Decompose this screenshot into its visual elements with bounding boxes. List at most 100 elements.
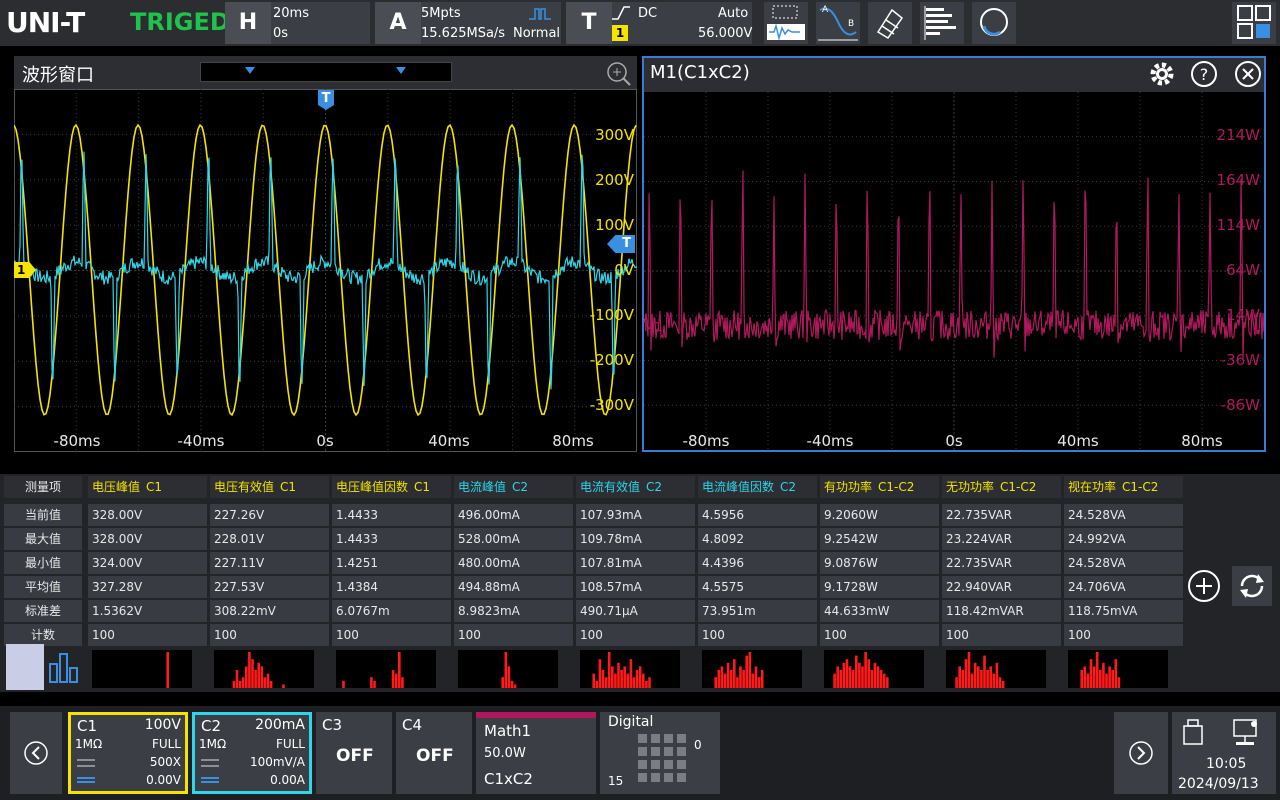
measure-column-header[interactable]: 电压峰值 C1: [88, 476, 207, 498]
waveform-display[interactable]: 300V 200V 100V 0V -100V -200V -300V -80ms -40ms…: [14, 89, 637, 452]
reset-statistics-button[interactable]: [1232, 566, 1272, 606]
measure-column-header[interactable]: 无功功率 C1-C2: [942, 476, 1061, 498]
histogram-bar: [882, 673, 886, 688]
measure-histogram: [458, 650, 558, 688]
measure-column-header[interactable]: 电流有效值 C2: [576, 476, 695, 498]
histogram-bar: [501, 677, 504, 688]
math-window-title: M1(C1xC2): [650, 62, 750, 83]
histogram-bar: [1086, 673, 1090, 688]
histogram-bar: [864, 652, 867, 688]
ch1-voltage-trace: [14, 123, 637, 417]
math-waveform-display[interactable]: 214W 164W 114W 64W 14W -36W -86W -80ms -40ms 0s 4…: [644, 92, 1264, 450]
measure-column[interactable]: 电流有效值 C2 107.93mA 109.78mA 107.81mA 108.57mA 4…: [576, 474, 695, 692]
trigger-settings[interactable]: T DC Auto 1 56.000V: [566, 2, 752, 44]
histogram-icon[interactable]: [920, 2, 964, 44]
clear-display-icon[interactable]: [868, 2, 912, 44]
trigger-position-marker[interactable]: T: [318, 90, 334, 110]
histogram-bar: [632, 677, 636, 688]
measure-value: 24.706VA: [1064, 576, 1183, 598]
histogram-bar: [638, 666, 642, 688]
measure-value: 227.11V: [210, 552, 329, 574]
horizontal-settings[interactable]: H 20ms 0s: [225, 2, 370, 44]
trigger-level: 56.000V: [698, 26, 753, 41]
digital-bit-cell: [677, 747, 686, 756]
histogram-bar: [1080, 670, 1083, 688]
y-axis-label: -36W: [1221, 351, 1260, 369]
brand-logo: UNI-T: [6, 6, 85, 39]
channel-2-box[interactable]: C2 200mA 1MΩ FULL 100mV/A 0.00A: [192, 712, 312, 794]
measure-column[interactable]: 电压有效值 C1 227.26V 228.01V 227.11V 227.53V 308.2…: [210, 474, 329, 692]
measure-histogram: [824, 650, 924, 688]
histogram-bar: [626, 673, 630, 688]
channel-3-box[interactable]: C3 OFF: [316, 712, 392, 794]
close-icon[interactable]: [1234, 60, 1262, 88]
digital-bit-cell: [651, 773, 660, 782]
measure-value: 4.8092: [698, 528, 817, 550]
histogram-bar: [851, 670, 855, 688]
histogram-bar: [592, 673, 595, 688]
measure-value: 22.735VAR: [942, 504, 1061, 526]
histogram-bar: [855, 655, 858, 688]
trigger-level-marker[interactable]: T: [607, 235, 635, 253]
measure-value: 228.01V: [210, 528, 329, 550]
c1-offset: 0.00V: [146, 773, 181, 787]
channel-1-box[interactable]: C1 100V 1MΩ FULL 500X 0.00V: [68, 712, 188, 794]
ch1-offset-marker[interactable]: 1: [14, 262, 36, 278]
measure-value: 494.88mA: [454, 576, 573, 598]
app-menu-icon[interactable]: [1232, 2, 1276, 44]
histogram-bar: [251, 659, 254, 688]
math-scale: 50.0W: [484, 746, 526, 761]
histogram-bar: [1083, 666, 1087, 688]
measure-column[interactable]: 电流峰值 C2 496.00mA 528.00mA 480.00mA 494.88mA 8.…: [454, 474, 573, 692]
histogram-view-icon[interactable]: [46, 650, 82, 686]
measure-column-header[interactable]: 视在功率 C1-C2: [1064, 476, 1183, 498]
measure-source: C2: [646, 480, 663, 494]
search-icon[interactable]: [972, 2, 1016, 44]
histogram-bar: [1092, 666, 1096, 688]
acquire-settings[interactable]: A 5Mpts 15.625MSa/s Normal: [375, 2, 561, 44]
math-offset-marker[interactable]: M1: [644, 320, 662, 334]
scroll-left-button[interactable]: [10, 712, 62, 794]
histogram-bar: [739, 666, 742, 688]
measure-column-header[interactable]: 电压有效值 C1: [210, 476, 329, 498]
measure-value: 328.00V: [88, 504, 207, 526]
histogram-bar: [867, 659, 870, 688]
histogram-bar: [886, 677, 889, 688]
measure-column-header[interactable]: 有功功率 C1-C2: [820, 476, 939, 498]
measure-value: 100: [88, 624, 207, 646]
measure-value: 100: [454, 624, 573, 646]
sample-rate: 15.625MSa/s: [421, 26, 506, 41]
measure-column[interactable]: 电压峰值 C1 328.00V 328.00V 324.00V 327.28V 1.5362…: [88, 474, 207, 692]
zoom-waveform-icon[interactable]: [764, 2, 808, 44]
channel-4-box[interactable]: C4 OFF: [396, 712, 472, 794]
measure-column-header[interactable]: 电流峰值 C2: [454, 476, 573, 498]
help-icon[interactable]: ?: [1190, 60, 1218, 88]
measure-column-header[interactable]: 电压峰值因数 C1: [332, 476, 451, 498]
scroll-right-button[interactable]: [1114, 712, 1168, 794]
measure-value: 4.5575: [698, 576, 817, 598]
chevron-left-icon: [24, 741, 48, 765]
label-bar[interactable]: [200, 62, 452, 82]
measure-name: 有功功率: [824, 480, 873, 494]
system-status[interactable]: 10:05 2024/09/13: [1172, 712, 1276, 794]
histogram-bar: [1117, 677, 1121, 688]
measure-column-header[interactable]: 电流峰值因数 C2: [698, 476, 817, 498]
statistics-table-view-button[interactable]: [6, 644, 44, 690]
measure-column[interactable]: 视在功率 C1-C2 24.528VA 24.992VA 24.528VA 24.706V…: [1064, 474, 1183, 692]
math-channel-box[interactable]: Math1 50.0W C1xC2: [476, 712, 596, 794]
measure-column[interactable]: 有功功率 C1-C2 9.2060W 9.2542W 9.0876W 9.1728W 44.…: [820, 474, 939, 692]
waveform-window-title: 波形窗口: [22, 65, 94, 86]
gear-icon[interactable]: [1148, 60, 1176, 88]
histogram-bar: [260, 666, 264, 688]
measure-column[interactable]: 电流峰值因数 C2 4.5956 4.8092 4.4396 4.5575 73.951m 1…: [698, 474, 817, 692]
add-measurement-icon[interactable]: [1186, 568, 1222, 604]
measure-column[interactable]: 电压峰值因数 C1 1.4433 1.4433 1.4251 1.4384 6.0767m 1…: [332, 474, 451, 692]
measure-column[interactable]: 无功功率 C1-C2 22.735VAR 23.224VAR 22.735VAR 22.9…: [942, 474, 1061, 692]
digital-bit-cell: [638, 734, 647, 743]
measure-value: 73.951m: [698, 600, 817, 622]
histogram-bar: [263, 677, 267, 688]
zoom-in-icon[interactable]: [604, 59, 632, 87]
trigger-sweep: Auto: [718, 6, 749, 21]
digital-channel-box[interactable]: Digital 0 15: [600, 712, 720, 794]
